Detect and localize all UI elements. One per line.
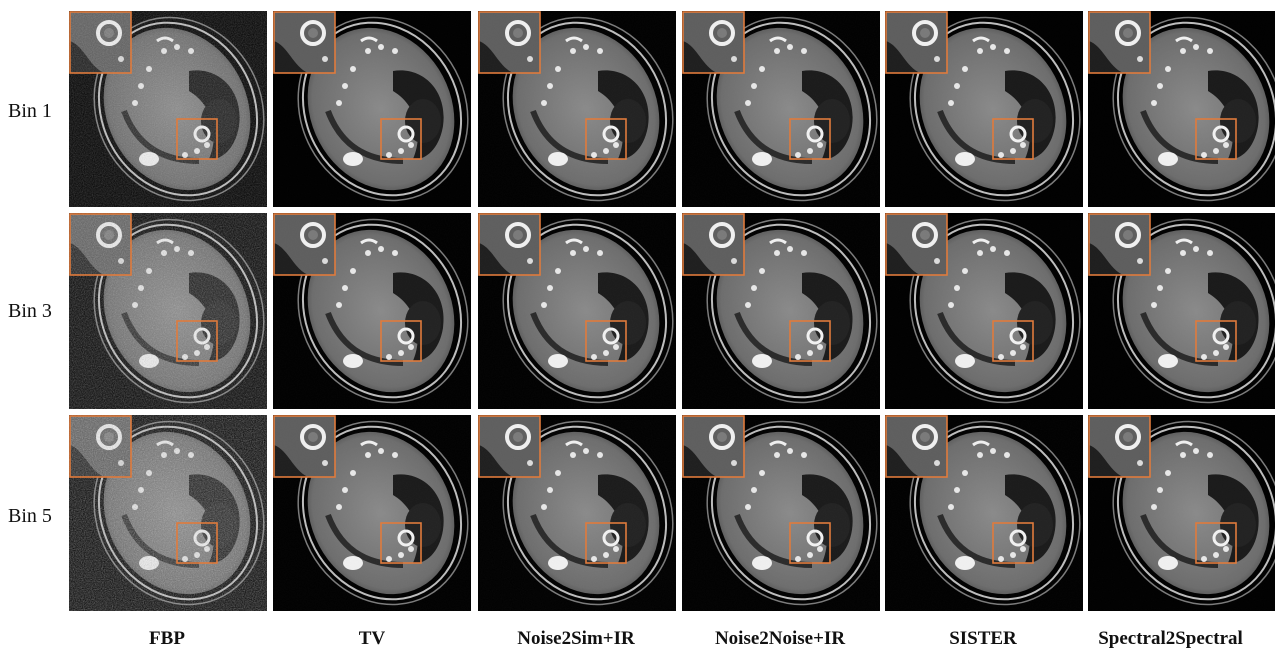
- ct-slice-image: [69, 415, 267, 611]
- ct-slice-image: [273, 213, 469, 404]
- row-label-bin-3: Bin 3: [8, 300, 52, 322]
- column-label-noise2sim-ir: Noise2Sim+IR: [517, 628, 635, 649]
- ct-slice-image: [478, 213, 674, 404]
- ct-panel: [478, 415, 676, 611]
- ct-panel: [69, 11, 267, 207]
- column-label-sister: SISTER: [949, 628, 1017, 649]
- ct-panel: [273, 415, 471, 611]
- ct-panel: [1088, 11, 1275, 207]
- ct-slice-image: [682, 213, 878, 404]
- ct-panel: [478, 11, 676, 207]
- column-label-spectral2spectral: Spectral2Spectral: [1098, 628, 1243, 649]
- ct-panel: [885, 213, 1083, 409]
- ct-slice-image: [273, 415, 469, 606]
- ct-slice-image: [69, 213, 267, 409]
- ct-slice-image: [1088, 415, 1275, 606]
- ct-slice-image: [1088, 11, 1275, 202]
- ct-slice-image: [885, 415, 1081, 606]
- ct-panel: [682, 415, 880, 611]
- ct-panel: [69, 415, 267, 611]
- ct-panel: [478, 213, 676, 409]
- row-label-bin-5: Bin 5: [8, 505, 52, 527]
- column-label-noise2noise-ir: Noise2Noise+IR: [714, 628, 846, 649]
- ct-panel: [273, 213, 471, 409]
- ct-panel: [885, 11, 1083, 207]
- ct-slice-image: [478, 11, 674, 202]
- column-label-fbp: FBP: [149, 628, 185, 649]
- row-label-bin-1: Bin 1: [8, 100, 52, 122]
- ct-slice-image: [69, 11, 267, 207]
- ct-panel: [682, 213, 880, 409]
- ct-slice-image: [478, 415, 676, 611]
- ct-slice-image: [1088, 213, 1275, 404]
- ct-panel: [1088, 415, 1275, 611]
- ct-slice-image: [682, 415, 878, 606]
- ct-slice-image: [273, 11, 469, 202]
- ct-slice-image: [682, 11, 878, 202]
- ct-panel: [885, 415, 1083, 611]
- ct-slice-image: [885, 213, 1081, 404]
- ct-panel: [1088, 213, 1275, 409]
- column-label-tv: TV: [358, 628, 386, 649]
- ct-panel: [682, 11, 880, 207]
- ct-panel: [273, 11, 471, 207]
- ct-slice-image: [885, 11, 1081, 202]
- ct-panel: [69, 213, 267, 409]
